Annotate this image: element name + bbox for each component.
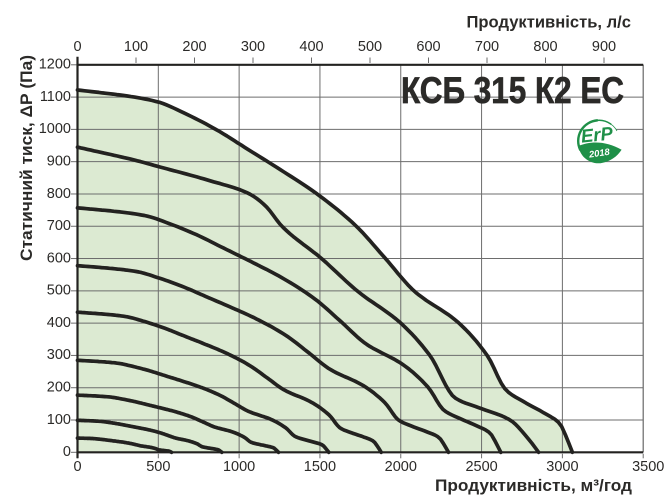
svg-text:600: 600 [416,39,440,55]
svg-text:0: 0 [73,459,81,475]
svg-text:1500: 1500 [304,459,336,475]
svg-text:1000: 1000 [223,459,255,475]
svg-text:200: 200 [47,380,71,396]
svg-text:2500: 2500 [465,459,497,475]
svg-text:3500: 3500 [632,459,664,475]
svg-text:КСБ 315 К2 ЕС: КСБ 315 К2 ЕС [401,70,624,111]
svg-text:400: 400 [47,315,71,331]
svg-text:900: 900 [47,154,71,170]
svg-text:700: 700 [475,39,499,55]
svg-text:100: 100 [47,412,71,428]
svg-text:1100: 1100 [40,89,71,105]
svg-text:1200: 1200 [39,57,71,73]
svg-text:700: 700 [47,218,71,234]
svg-text:2000: 2000 [385,459,417,475]
svg-text:500: 500 [358,39,382,55]
svg-text:0: 0 [73,39,81,55]
svg-text:100: 100 [124,39,148,55]
svg-text:200: 200 [182,39,206,55]
svg-text:800: 800 [533,39,557,55]
svg-text:900: 900 [592,39,616,55]
svg-text:500: 500 [47,283,71,299]
svg-text:300: 300 [241,39,265,55]
svg-text:400: 400 [299,39,323,55]
svg-text:600: 600 [47,250,71,266]
svg-text:500: 500 [146,459,170,475]
svg-text:0: 0 [63,444,71,460]
svg-text:1000: 1000 [39,121,71,137]
svg-text:3000: 3000 [546,459,578,475]
svg-text:300: 300 [47,347,71,363]
svg-text:ErP: ErP [580,122,615,146]
svg-text:2018: 2018 [587,147,611,160]
svg-text:Продуктивність, м³/год: Продуктивність, м³/год [435,476,632,495]
svg-text:Продуктивність, л/с: Продуктивність, л/с [467,13,632,32]
svg-text:800: 800 [47,186,71,202]
svg-text:Статичний тиск, ΔР (Па): Статичний тиск, ΔР (Па) [17,55,36,261]
